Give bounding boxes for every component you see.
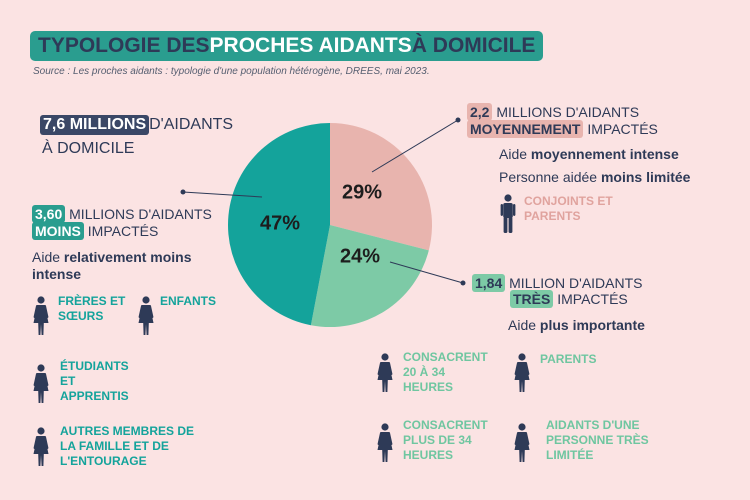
category-20-34h: CONSACRENT 20 À 34 HEURES	[403, 350, 488, 394]
woman-icon	[32, 364, 50, 404]
woman-icon	[32, 427, 50, 467]
woman-icon	[376, 353, 394, 393]
moins-highlight: MOINS	[32, 222, 84, 240]
pie-slice-29	[330, 123, 432, 251]
tres-aide: Aide plus importante	[508, 317, 645, 333]
moyen-heading-2: MOYENNEMENT IMPACTÉS	[467, 120, 658, 138]
pie-label-24: 24%	[340, 245, 380, 267]
moyen-highlight: MOYENNEMENT	[467, 120, 584, 138]
woman-icon	[513, 353, 531, 393]
pie-chart: 29% 24% 47%	[227, 123, 432, 327]
tres-highlight: TRÈS	[510, 290, 554, 308]
page-title: TYPOLOGIE DES PROCHES AIDANTS À DOMICILE	[30, 31, 544, 61]
leader-line-moyen	[371, 119, 459, 173]
title-part3: À DOMICILE	[411, 34, 536, 57]
category-etudiants: ÉTUDIANTS ET APPRENTIS	[60, 359, 129, 403]
category-parents: PARENTS	[540, 352, 597, 366]
leader-line-tres	[389, 261, 464, 284]
moins-aide-2: intense	[32, 266, 82, 282]
pie-label-47: 47%	[260, 212, 300, 234]
title-part1: TYPOLOGIE DES	[38, 34, 210, 57]
leader-dot-moyen	[455, 117, 461, 123]
moins-heading-2: MOINS IMPACTÉS	[32, 222, 158, 240]
category-enfants: ENFANTS	[160, 294, 217, 308]
tres-heading-1: 1,84 MILLION D'AIDANTS	[472, 274, 643, 292]
pie-slice-24	[310, 225, 429, 327]
leader-dot-moins	[180, 189, 186, 195]
leader-line-moins	[182, 191, 263, 198]
category-freres: FRÈRES ET SŒURS	[58, 294, 126, 323]
tres-value: 1,84	[472, 274, 506, 292]
moins-value: 3,60	[32, 205, 66, 223]
total-value: 7,6 MILLIONS	[40, 115, 150, 135]
total-line1: 7,6 MILLIONS D'AIDANTS	[40, 115, 233, 135]
moyen-personne: Personne aidée moins limitée	[499, 169, 691, 185]
tres-heading-2: TRÈS IMPACTÉS	[510, 290, 628, 308]
category-plus-34h: CONSACRENT PLUS DE 34 HEURES	[403, 418, 488, 462]
moyen-value: 2,2	[467, 103, 493, 121]
total-line2: À DOMICILE	[42, 140, 135, 157]
category-autres: AUTRES MEMBRES DE LA FAMILLE ET DE L'ENTOU…	[60, 424, 195, 468]
man-icon	[499, 194, 517, 234]
source-note: Source : Les proches aidants : typologie…	[33, 66, 430, 77]
moyen-aide: Aide moyennement intense	[499, 146, 679, 162]
total-label: D'AIDANTS	[149, 116, 234, 133]
pie-label-29: 29%	[342, 181, 382, 203]
moins-aide-1: Aide relativement moins	[32, 249, 192, 265]
category-conjoints: CONJOINTS ET PARENTS	[524, 194, 613, 223]
category-personne-limitee: AIDANTS D'UNE PERSONNE TRÈS LIMITÉE	[546, 418, 649, 462]
moins-heading-1: 3,60 MILLIONS D'AIDANTS	[32, 205, 212, 223]
woman-icon	[513, 423, 531, 463]
pie-slice-47	[227, 123, 330, 326]
moyen-heading-1: 2,2 MILLIONS D'AIDANTS	[467, 103, 639, 121]
woman-icon	[376, 423, 394, 463]
woman-icon	[137, 296, 155, 336]
woman-icon	[32, 296, 50, 336]
title-part2: PROCHES AIDANTS	[209, 34, 412, 57]
leader-dot-tres	[460, 280, 466, 286]
